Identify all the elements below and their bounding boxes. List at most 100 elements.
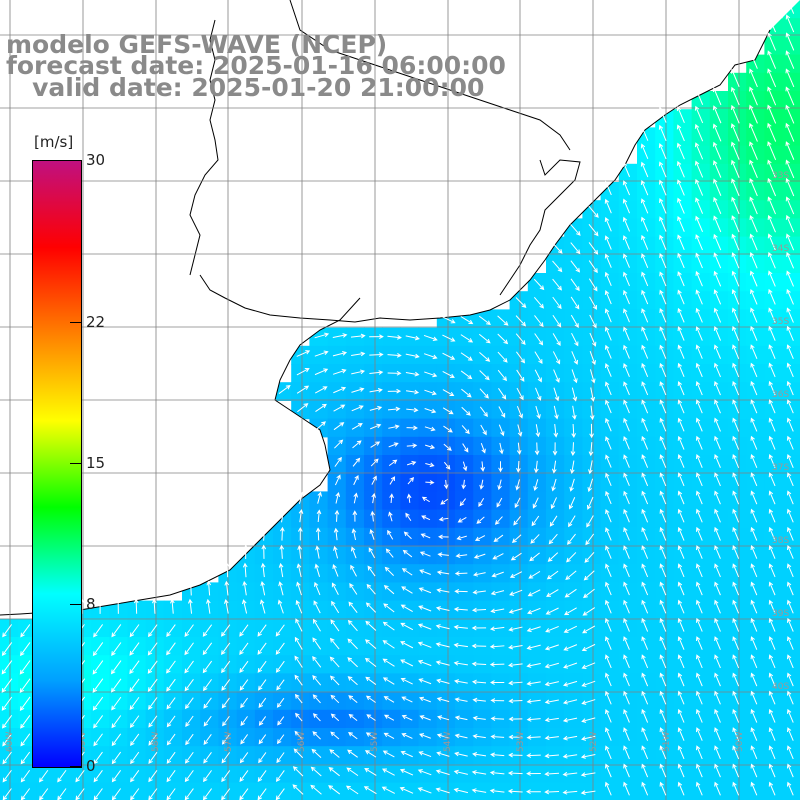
wind-arrow [334, 509, 340, 522]
wind-arrow [545, 607, 559, 615]
wind-arrow [497, 315, 509, 326]
lon-label: 57W [224, 732, 234, 752]
wind-arrow [552, 242, 563, 254]
wind-arrow [695, 545, 703, 559]
wind-arrow [453, 787, 469, 794]
wind-arrow [203, 752, 212, 764]
wind-arrow [471, 607, 487, 613]
wind-arrow [605, 581, 612, 596]
wind-arrow [334, 456, 342, 467]
wind-arrow [454, 733, 468, 739]
wind-arrow [382, 640, 395, 649]
wind-arrow [295, 618, 303, 632]
wind-arrow [749, 251, 758, 269]
wind-arrow [240, 697, 249, 709]
wind-arrow [622, 253, 630, 268]
wind-arrow [365, 695, 376, 703]
wind-arrow [567, 533, 576, 545]
wind-arrow [695, 234, 703, 251]
lat-label: 36S [772, 390, 789, 400]
wind-arrow [552, 351, 561, 365]
wind-arrow [712, 141, 722, 160]
wind-arrow [347, 638, 358, 650]
wind-arrow [478, 333, 491, 344]
wind-arrow [38, 769, 49, 783]
wind-arrow [511, 534, 522, 544]
wind-arrow [436, 751, 450, 757]
wind-arrow [526, 771, 541, 776]
wind-arrow [641, 472, 649, 487]
wind-arrow [623, 490, 630, 505]
wind-arrow [750, 307, 758, 323]
wind-arrow [498, 461, 503, 473]
wind-arrow [785, 14, 795, 33]
wind-arrow [604, 216, 612, 232]
wind-arrow [658, 179, 667, 196]
wind-arrow [713, 178, 722, 196]
lon-label: 56W [297, 732, 307, 752]
wind-arrow [767, 196, 776, 215]
wind-arrow [750, 288, 758, 305]
wind-arrow [731, 215, 740, 233]
wind-arrow [571, 351, 579, 365]
wind-arrow [508, 644, 523, 650]
wind-arrow [370, 510, 376, 522]
wind-arrow [731, 68, 740, 88]
wind-arrow [570, 460, 575, 474]
wind-arrow [714, 599, 721, 614]
wind-arrow [275, 624, 285, 637]
wind-arrow [280, 508, 286, 523]
wind-arrow [526, 753, 541, 758]
wind-arrow [276, 734, 285, 745]
wind-arrow [786, 745, 794, 760]
wind-arrow [623, 289, 630, 305]
wind-arrow [641, 399, 649, 414]
wind-arrow [295, 712, 303, 722]
wind-arrow [623, 581, 630, 596]
wind-arrow [786, 453, 794, 468]
wind-arrow [111, 642, 122, 656]
south-america-land [0, 0, 800, 615]
wind-arrow [713, 325, 722, 341]
wind-arrow [641, 545, 649, 559]
wind-arrow [314, 563, 321, 577]
wind-arrow [553, 387, 560, 402]
wind-arrow [492, 553, 504, 560]
wind-arrow [750, 727, 758, 741]
lon-label: 50W [735, 732, 745, 752]
wind-arrow [461, 406, 471, 416]
wind-arrow [471, 788, 487, 793]
wind-arrow [581, 643, 596, 652]
wind-arrow [224, 580, 230, 596]
wind-arrow [421, 496, 430, 503]
wind-arrow [641, 234, 649, 250]
wind-arrow [507, 788, 523, 794]
wind-arrow [129, 696, 140, 711]
wind-arrow [223, 598, 229, 614]
wind-arrow [604, 235, 612, 250]
colorbar-tick-label: 22 [86, 312, 106, 331]
wind-arrow [623, 344, 630, 359]
wind-arrow [421, 515, 431, 521]
wind-arrow [562, 753, 578, 759]
wind-arrow [93, 715, 104, 729]
wind-arrow [461, 388, 472, 398]
wind-arrow [388, 459, 398, 467]
wind-arrow [526, 735, 541, 740]
wind-arrow [785, 159, 795, 179]
wind-arrow [491, 571, 504, 578]
wind-arrow [369, 352, 384, 357]
wind-arrow [676, 142, 685, 160]
wind-arrow [443, 479, 449, 490]
wind-arrow [605, 490, 612, 505]
wind-arrow [695, 454, 703, 468]
wind-arrow [566, 552, 577, 563]
wind-arrow [97, 598, 103, 614]
wind-arrow [568, 515, 576, 528]
wind-arrow [712, 123, 722, 142]
wind-arrow [659, 454, 667, 468]
wind-arrow [346, 767, 359, 777]
wind-arrow [275, 660, 285, 673]
lon-label: 59W [78, 732, 88, 752]
wind-arrow [562, 771, 578, 777]
